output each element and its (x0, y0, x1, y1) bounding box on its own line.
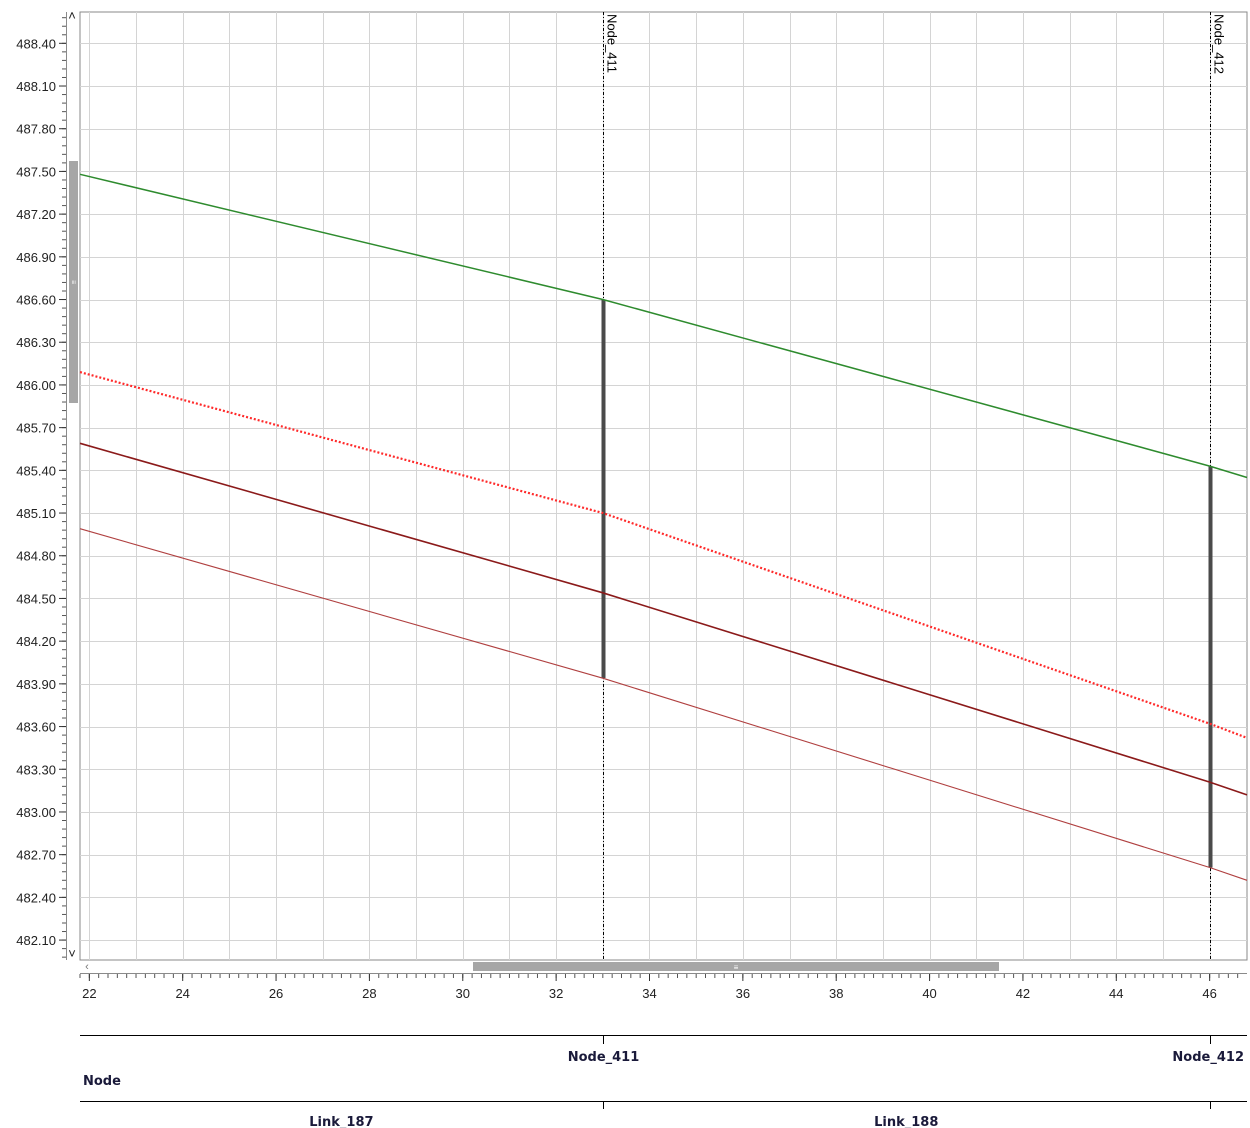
table-link-label: Link_188 (874, 1115, 938, 1128)
vertical-scroll-thumb[interactable] (69, 161, 78, 403)
x-tick-label: 44 (1109, 986, 1123, 1001)
y-tick-label: 486.60 (16, 293, 56, 308)
horizontal-scrollbar[interactable]: ‹ ≡ (85, 961, 999, 973)
y-tick-label: 484.50 (16, 591, 56, 606)
y-tick-label: 483.90 (16, 677, 56, 692)
table-link-label: Link_187 (309, 1115, 373, 1128)
x-tick-label: 46 (1202, 986, 1216, 1001)
scroll-up-arrow-icon[interactable]: ˄ (68, 8, 76, 23)
x-tick-label: 24 (175, 986, 189, 1001)
node-marker-label: Node_411 (605, 14, 620, 73)
y-tick-label: 487.20 (16, 207, 56, 222)
y-tick-label: 482.10 (16, 933, 56, 948)
y-tick-label: 486.90 (16, 250, 56, 265)
y-tick-label: 483.60 (16, 720, 56, 735)
y-tick-label: 483.30 (16, 762, 56, 777)
x-tick-label: 42 (1016, 986, 1030, 1001)
grid-layer (79, 11, 1248, 961)
y-tick-label: 486.30 (16, 335, 56, 350)
table-node-label: Node_411 (568, 1050, 640, 1065)
y-tick-label: 488.10 (16, 79, 56, 94)
table-node-label: Node_412 (1172, 1050, 1244, 1065)
y-tick-label: 488.40 (16, 36, 56, 51)
y-tick-label: 484.80 (16, 549, 56, 564)
y-tick-label: 487.80 (16, 122, 56, 137)
y-tick-label: 486.00 (16, 378, 56, 393)
plot-area (79, 11, 1248, 961)
x-tick-label: 30 (456, 986, 470, 1001)
y-tick-label: 482.40 (16, 890, 56, 905)
node-link-table: Node Node_411 Node_412 Link_187 Link_188 (80, 1035, 1247, 1128)
vertical-thumb-grip-icon[interactable]: ≡ (70, 280, 77, 284)
y-tick-label: 485.70 (16, 421, 56, 436)
y-tick-label: 482.70 (16, 848, 56, 863)
y-tick-label: 485.10 (16, 506, 56, 521)
x-tick-label: 28 (362, 986, 376, 1001)
x-tick-label: 26 (269, 986, 283, 1001)
y-tick-label: 484.20 (16, 634, 56, 649)
series-line (79, 173, 1248, 479)
series-line (79, 528, 1248, 881)
y-tick-label: 487.50 (16, 164, 56, 179)
node-markers: Node_411 Node_412 (601, 12, 1227, 960)
x-tick-label: 34 (642, 986, 656, 1001)
y-tick-label: 485.40 (16, 463, 56, 478)
scroll-left-arrow-icon[interactable]: ‹ (85, 961, 89, 973)
axes-layer: 482.10 482.40 482.70 483.00 483.30 483.60 483.… (16, 12, 1247, 1001)
x-tick-label: 32 (549, 986, 563, 1001)
vertical-scrollbar[interactable]: ˄ ˅ ≡ (68, 8, 78, 961)
y-tick-label: 483.00 (16, 805, 56, 820)
x-tick-label: 40 (922, 986, 936, 1001)
node-marker-label: Node_412 (1212, 14, 1227, 74)
horizontal-scroll-thumb[interactable] (473, 962, 999, 971)
scroll-down-arrow-icon[interactable]: ˅ (68, 946, 76, 961)
series-layer (79, 173, 1248, 881)
horizontal-thumb-grip-icon[interactable]: ≡ (734, 963, 739, 972)
table-row-header-node: Node (83, 1074, 121, 1089)
series-line (79, 442, 1248, 796)
x-tick-label: 22 (82, 986, 96, 1001)
x-tick-label: 38 (829, 986, 843, 1001)
x-tick-label: 36 (736, 986, 750, 1001)
